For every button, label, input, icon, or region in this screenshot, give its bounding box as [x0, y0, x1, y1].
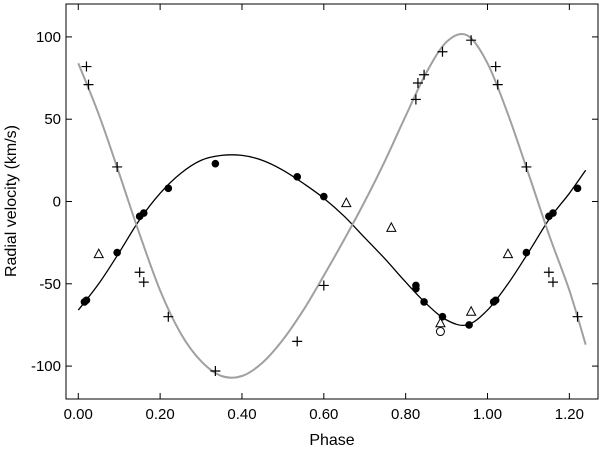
filled-circle-point: [113, 248, 121, 257]
plus-point: [466, 35, 477, 46]
fit-curve-primary: [77, 154, 587, 327]
fit-curve-secondary: [77, 32, 587, 379]
filled-circle-point: [164, 184, 173, 193]
open-triangle-point: [435, 317, 446, 328]
filled-circle-point: [293, 173, 302, 181]
x-tick-label: 0.20: [146, 406, 175, 423]
plus-point: [292, 336, 303, 347]
filled-circle-point: [549, 209, 557, 217]
x-axis-label: Phase: [309, 432, 354, 449]
y-tick-label: 0: [53, 194, 61, 211]
filled-circle-point: [573, 184, 582, 193]
filled-circle-point: [491, 296, 500, 305]
filled-circle-point: [465, 321, 473, 329]
fit-curves: [77, 32, 587, 379]
plus-point: [419, 69, 430, 80]
data-points: [80, 35, 583, 377]
plus-point: [412, 78, 423, 88]
filled-circle-point: [522, 248, 531, 257]
plus-point: [547, 277, 558, 288]
x-tick-label: 1.20: [555, 406, 584, 423]
open-circle-point: [435, 327, 445, 337]
y-tick-label: 50: [44, 111, 61, 128]
open-triangle-point: [465, 305, 477, 316]
y-axis-label: Radial velocity (km/s): [3, 125, 20, 277]
x-tick-label: 0.40: [227, 406, 256, 423]
y-tick-label: -50: [39, 276, 61, 293]
plot-frame: [65, 3, 599, 400]
x-tick-label: 0.00: [64, 406, 93, 423]
open-triangle-point: [93, 248, 105, 259]
plus-point: [134, 267, 145, 278]
plus-point: [437, 46, 448, 57]
filled-circle-point: [82, 296, 91, 305]
filled-circle-point: [211, 159, 220, 168]
filled-circle-point: [412, 284, 420, 293]
y-axis: -100 -50 0 50 100: [31, 29, 598, 375]
plus-point: [138, 277, 149, 288]
x-axis: 0.00 0.20 0.40 0.60 0.80 1.00 1.20: [64, 4, 584, 423]
plus-point: [318, 280, 329, 291]
plus-point: [83, 79, 94, 90]
plus-point: [572, 311, 583, 322]
open-triangle-point: [340, 197, 352, 208]
y-tick-label: -100: [31, 358, 61, 375]
plus-point: [490, 61, 501, 72]
filled-circle-point: [420, 298, 428, 306]
y-tick-label: 100: [36, 29, 61, 46]
plus-point: [81, 61, 92, 72]
plus-point: [492, 79, 503, 90]
open-triangle-point: [386, 221, 397, 232]
plus-point: [543, 267, 554, 278]
plus-point: [410, 94, 421, 105]
filled-circle-point: [139, 209, 148, 217]
open-triangle-point: [502, 248, 514, 259]
plus-point: [210, 366, 221, 377]
x-tick-label: 1.00: [473, 406, 502, 423]
x-tick-label: 0.60: [309, 406, 338, 423]
x-tick-label: 0.80: [391, 406, 420, 423]
filled-circle-point: [320, 192, 328, 201]
plus-point: [521, 161, 532, 172]
plus-point: [163, 311, 174, 322]
plus-point: [112, 161, 123, 172]
